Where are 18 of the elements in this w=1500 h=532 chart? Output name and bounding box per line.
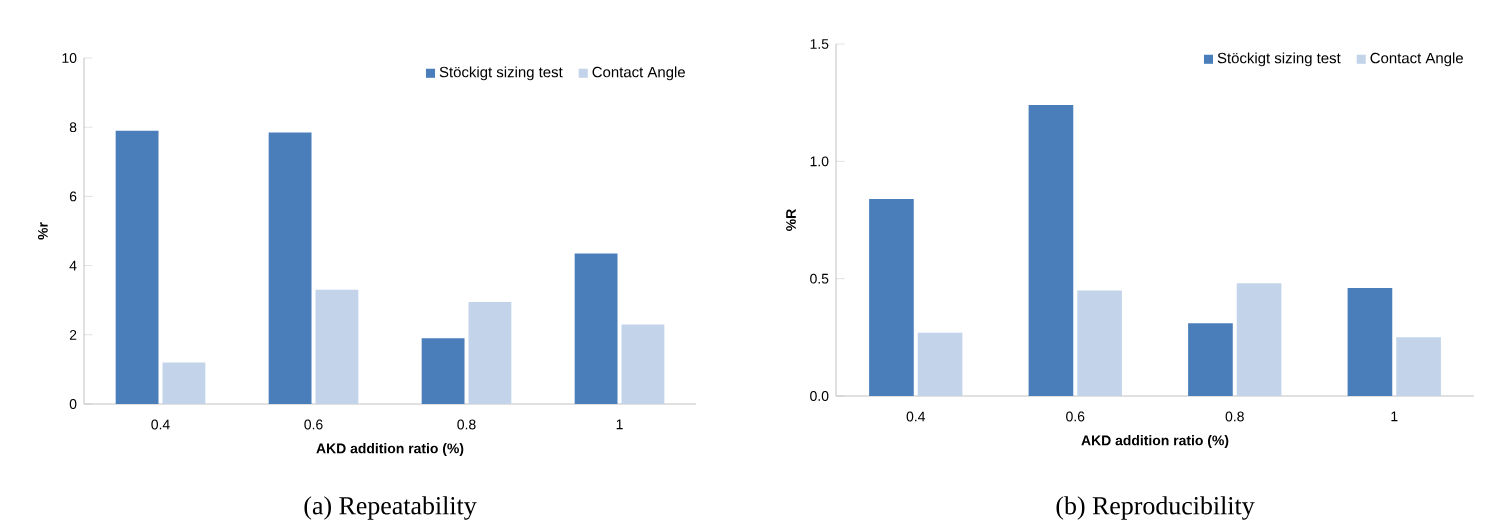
text: (b) Reproducibility <box>1056 496 1255 520</box>
bar <box>917 332 963 396</box>
bar <box>468 301 512 404</box>
bar <box>1188 323 1233 396</box>
bar <box>574 253 618 404</box>
bar <box>315 289 359 404</box>
bar <box>1236 283 1282 396</box>
bar <box>1396 337 1441 396</box>
bar <box>621 324 665 404</box>
text: (a) Repeatability <box>304 496 477 520</box>
bar <box>421 338 465 404</box>
bar <box>1077 290 1122 396</box>
bar <box>268 132 312 404</box>
bar <box>869 198 914 396</box>
bar <box>162 362 206 404</box>
bar <box>1028 105 1074 396</box>
bar <box>115 130 159 404</box>
bar <box>1347 288 1393 396</box>
